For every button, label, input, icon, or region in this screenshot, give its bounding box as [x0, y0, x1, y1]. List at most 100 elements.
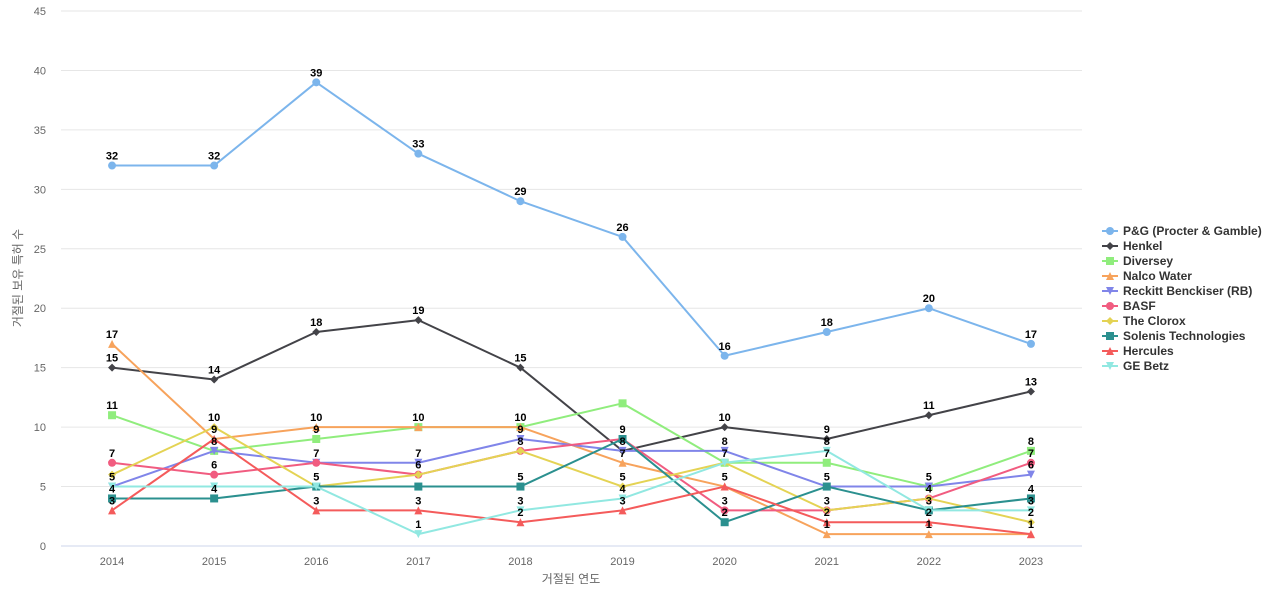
- data-label: 3: [109, 495, 115, 507]
- data-point: [210, 446, 219, 455]
- data-point: [1026, 518, 1035, 527]
- data-point: [108, 161, 117, 170]
- data-label: 26: [616, 222, 628, 234]
- legend-label: BASF: [1123, 299, 1156, 313]
- legend-label: Henkel: [1123, 239, 1162, 253]
- data-point: [516, 435, 525, 443]
- data-point: [1026, 506, 1035, 515]
- data-label: 7: [415, 448, 421, 460]
- data-label: 9: [619, 424, 625, 436]
- legend-item[interactable]: GE Betz: [1102, 359, 1169, 373]
- legend-marker: [1106, 272, 1114, 280]
- legend-item[interactable]: Henkel: [1102, 239, 1162, 253]
- legend: P&G (Procter & Gamble)HenkelDiverseyNalc…: [1102, 224, 1262, 373]
- data-label: 3: [926, 495, 932, 507]
- data-point: [618, 494, 627, 503]
- data-point: [516, 506, 525, 515]
- data-label: 9: [824, 424, 830, 436]
- series-line: [112, 438, 1032, 524]
- series-3: [108, 339, 1035, 539]
- data-label: 1: [926, 519, 932, 531]
- data-label: 10: [310, 412, 322, 424]
- data-point: [108, 339, 117, 348]
- data-label: 7: [824, 448, 830, 460]
- data-point: [822, 328, 831, 336]
- legend-marker: [1106, 362, 1114, 370]
- data-label: 17: [1025, 329, 1037, 341]
- data-label: 10: [514, 412, 526, 424]
- data-label: 8: [824, 436, 830, 448]
- data-label: 29: [514, 186, 526, 198]
- series-8: [108, 435, 1035, 539]
- data-label: 2: [1028, 507, 1034, 519]
- series-7: [108, 435, 1035, 527]
- data-label: 3: [1028, 495, 1034, 507]
- data-label: 33: [412, 139, 424, 151]
- series-line: [112, 81, 1032, 357]
- data-label: 8: [211, 436, 217, 448]
- data-label: 7: [619, 448, 625, 460]
- data-label: 20: [923, 293, 935, 305]
- series-6: [108, 423, 1035, 527]
- x-tick-label: 2018: [508, 556, 532, 568]
- data-point: [1026, 387, 1035, 396]
- series-1: [108, 316, 1035, 455]
- data-point: [924, 304, 933, 313]
- legend-label: P&G (Procter & Gamble): [1123, 224, 1262, 238]
- y-axis-title: 거절된 보유 특허 수: [11, 229, 25, 327]
- data-point: [924, 411, 933, 420]
- data-point: [618, 506, 627, 515]
- legend-item[interactable]: P&G (Procter & Gamble): [1102, 224, 1262, 238]
- y-tick-label: 45: [34, 6, 46, 18]
- legend-item[interactable]: Nalco Water: [1102, 269, 1192, 283]
- data-point: [312, 78, 321, 87]
- data-label: 32: [208, 151, 220, 163]
- data-point: [414, 458, 423, 467]
- legend-item[interactable]: Reckitt Benckiser (RB): [1102, 284, 1252, 298]
- data-point: [720, 458, 729, 467]
- data-label: 5: [722, 472, 728, 484]
- legend-marker: [1106, 227, 1114, 235]
- legend-item[interactable]: Diversey: [1102, 254, 1173, 268]
- y-tick-label: 40: [34, 65, 46, 77]
- data-point: [312, 328, 321, 336]
- legend-item[interactable]: The Clorox: [1102, 314, 1186, 328]
- series-line: [111, 438, 1032, 512]
- data-label: 5: [619, 472, 625, 484]
- data-point: [414, 423, 423, 432]
- data-label: 3: [824, 495, 830, 507]
- data-label: 3: [517, 495, 523, 507]
- data-point: [516, 482, 525, 491]
- legend-item[interactable]: Hercules: [1102, 344, 1174, 358]
- data-point: [618, 446, 627, 455]
- data-label: 5: [824, 472, 830, 484]
- data-point: [108, 494, 117, 503]
- data-label: 14: [208, 365, 221, 377]
- series-0: [108, 78, 1035, 360]
- data-point: [924, 482, 933, 491]
- data-point: [720, 518, 729, 527]
- data-label: 18: [310, 317, 322, 329]
- data-point: [1026, 530, 1035, 539]
- legend-item[interactable]: Solenis Technologies: [1102, 329, 1246, 343]
- legend-label: Reckitt Benckiser (RB): [1123, 284, 1252, 298]
- series-9: [108, 446, 1035, 539]
- y-axis-ticks: 0 5 10 15 20 25 30 35 40 45: [34, 6, 46, 553]
- legend-marker: [1106, 287, 1114, 295]
- data-point: [1026, 470, 1035, 479]
- data-point: [108, 470, 117, 479]
- data-point: [108, 363, 117, 372]
- data-label: 17: [106, 329, 118, 341]
- series-line: [111, 343, 1031, 536]
- data-point: [720, 506, 729, 515]
- legend-label: Nalco Water: [1123, 269, 1192, 283]
- data-label: 8: [1028, 436, 1034, 448]
- data-label: 15: [514, 353, 526, 365]
- data-label: 7: [722, 448, 728, 460]
- data-label: 4: [926, 483, 933, 495]
- legend-item[interactable]: BASF: [1102, 299, 1156, 313]
- y-tick-label: 10: [34, 422, 46, 434]
- series-line: [111, 402, 1032, 488]
- x-tick-label: 2017: [406, 556, 430, 568]
- data-label: 3: [415, 495, 421, 507]
